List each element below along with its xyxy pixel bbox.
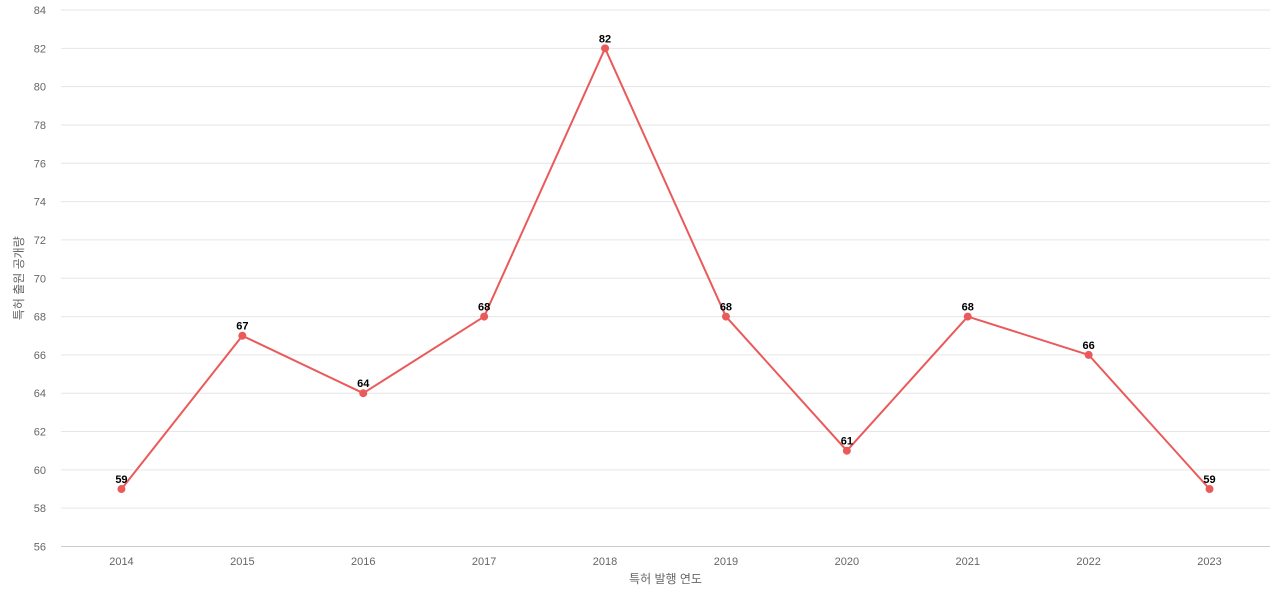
x-tick-label: 2014 bbox=[109, 556, 133, 568]
data-label: 61 bbox=[841, 436, 853, 448]
y-tick-label: 56 bbox=[34, 542, 46, 554]
y-tick-label: 74 bbox=[34, 197, 46, 209]
data-point[interactable] bbox=[842, 446, 851, 455]
y-axis-ticks: 56 58 60 62 64 66 68 70 72 74 76 78 80 82 84 bbox=[34, 5, 46, 554]
y-tick-label: 80 bbox=[34, 82, 46, 94]
x-tick-label: 2017 bbox=[472, 556, 496, 568]
y-axis-title: 특허 출원 공개량 bbox=[12, 236, 26, 320]
y-tick-label: 64 bbox=[34, 388, 46, 400]
data-label: 59 bbox=[1203, 474, 1215, 486]
y-tick-label: 82 bbox=[34, 43, 46, 55]
y-tick-label: 62 bbox=[34, 427, 46, 439]
x-axis-title: 특허 발행 연도 bbox=[629, 571, 702, 586]
data-point[interactable] bbox=[359, 389, 368, 398]
x-axis-ticks: 2014 2015 2016 2017 2018 2019 2020 2021 2022 2023 bbox=[109, 556, 1222, 568]
data-label: 66 bbox=[1083, 340, 1095, 352]
y-tick-label: 78 bbox=[34, 120, 46, 132]
data-point[interactable] bbox=[480, 312, 489, 321]
y-tick-label: 72 bbox=[34, 235, 46, 247]
series-line bbox=[120, 47, 1211, 490]
x-tick-label: 2023 bbox=[1197, 556, 1221, 568]
y-tick-label: 60 bbox=[34, 465, 46, 477]
data-label: 68 bbox=[478, 302, 490, 314]
data-point[interactable] bbox=[117, 485, 126, 494]
x-tick-label: 2018 bbox=[593, 556, 617, 568]
grid-lines bbox=[61, 9, 1270, 509]
x-tick-label: 2020 bbox=[835, 556, 859, 568]
data-points bbox=[117, 44, 1214, 494]
data-label: 68 bbox=[962, 302, 974, 314]
x-tick-label: 2019 bbox=[714, 556, 738, 568]
y-tick-label: 70 bbox=[34, 273, 46, 285]
data-point[interactable] bbox=[963, 312, 972, 321]
data-label: 68 bbox=[720, 302, 732, 314]
x-tick-label: 2016 bbox=[351, 556, 375, 568]
data-labels: 59 67 64 68 82 68 61 68 66 59 bbox=[115, 33, 1215, 486]
x-tick-label: 2015 bbox=[230, 556, 254, 568]
x-tick-label: 2021 bbox=[956, 556, 980, 568]
data-point[interactable] bbox=[238, 331, 247, 340]
data-point[interactable] bbox=[601, 44, 610, 53]
data-point[interactable] bbox=[1205, 485, 1214, 494]
y-tick-label: 58 bbox=[34, 503, 46, 515]
data-label: 82 bbox=[599, 33, 611, 45]
data-label: 59 bbox=[115, 474, 127, 486]
data-point[interactable] bbox=[1084, 350, 1093, 359]
data-label: 67 bbox=[236, 321, 248, 333]
y-tick-label: 68 bbox=[34, 312, 46, 324]
x-tick-label: 2022 bbox=[1076, 556, 1100, 568]
series-layer bbox=[120, 47, 1211, 490]
data-point[interactable] bbox=[721, 312, 730, 321]
y-tick-label: 66 bbox=[34, 350, 46, 362]
y-tick-label: 76 bbox=[34, 158, 46, 170]
data-label: 64 bbox=[357, 378, 370, 390]
y-tick-label: 84 bbox=[34, 5, 46, 17]
